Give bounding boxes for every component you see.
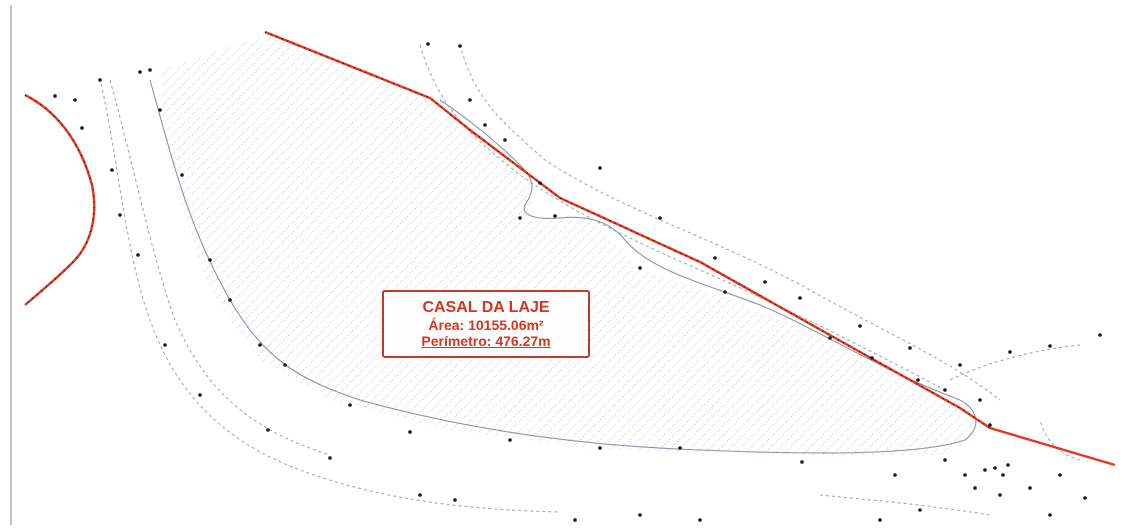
boundary-tick-dots: [24, 31, 991, 429]
parcel-area: Área: 10155.06m²: [428, 317, 544, 334]
parcel-hatched-area: [160, 35, 975, 455]
parcel-perimeter: Perímetro: 476.27m: [421, 333, 551, 350]
parcel-outline: [149, 79, 977, 454]
survey-point-markers: [53, 42, 1102, 522]
boundary-main-diagonal: [264, 30, 1116, 467]
boundary-lines: [24, 30, 1116, 467]
parcel-name: CASAL DA LAJE: [422, 298, 550, 316]
boundary-left-arc: [24, 93, 96, 306]
parcel-label[interactable]: CASAL DA LAJE Área: 10155.06m² Perímetro…: [382, 290, 590, 358]
